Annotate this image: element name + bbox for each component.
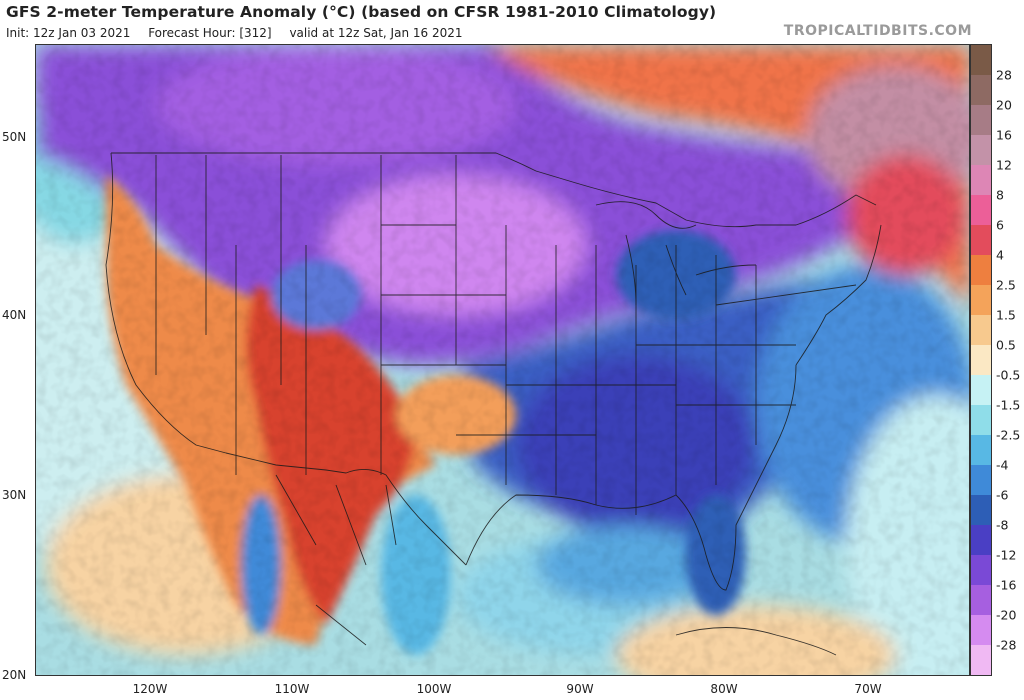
colorbar-segment xyxy=(971,75,991,105)
colorbar-tick-label: 8 xyxy=(996,187,1004,203)
colorbar-tick-label: -4 xyxy=(996,457,1009,473)
state-lines-central xyxy=(455,155,676,515)
colorbar-tick-label: 2.5 xyxy=(996,277,1016,293)
colorbar-tick-label: -28 xyxy=(996,637,1017,653)
colorbar-segment xyxy=(971,465,991,495)
colorbar-tick-label: 6 xyxy=(996,217,1004,233)
colorbar-segment xyxy=(971,135,991,165)
colorbar-tick-label: 4 xyxy=(996,247,1004,263)
lon-label-90w: 90W xyxy=(566,682,594,696)
colorbar-segment xyxy=(971,495,991,525)
political-borders xyxy=(105,152,882,656)
colorbar-segment xyxy=(971,525,991,555)
colorbar-segment xyxy=(971,255,991,285)
lon-label-110w: 110W xyxy=(274,682,310,696)
forecast-info: Init: 12z Jan 03 2021 Forecast Hour: [31… xyxy=(6,26,477,40)
mexico-states xyxy=(275,474,397,646)
lat-label-20n: 20N xyxy=(2,668,27,682)
colorbar-segment xyxy=(971,555,991,585)
lat-label-30n: 30N xyxy=(2,488,27,502)
east-coast xyxy=(795,224,882,366)
colorbar-legend xyxy=(970,44,992,676)
colorbar-tick-label: -1.5 xyxy=(996,397,1021,413)
anomaly-map xyxy=(35,44,970,676)
colorbar-tick-label: -20 xyxy=(996,607,1017,623)
colorbar-tick-label: 28 xyxy=(996,67,1012,83)
state-lines-west xyxy=(155,155,506,475)
colorbar-segment xyxy=(971,645,991,675)
map-canvas xyxy=(36,45,969,675)
colorbar-segment xyxy=(971,405,991,435)
colorbar-tick-label: 0.5 xyxy=(996,337,1016,353)
lon-label-120w: 120W xyxy=(132,682,168,696)
colorbar-segment xyxy=(971,105,991,135)
gulf-coast xyxy=(465,364,797,591)
brand-watermark: TROPICALTIDBITS.COM xyxy=(783,23,972,39)
colorbar-tick-label: 1.5 xyxy=(996,307,1016,323)
colorbar-tick-label: -2.5 xyxy=(996,427,1021,443)
colorbar-segment xyxy=(971,585,991,615)
colorbar-segment xyxy=(971,375,991,405)
map-title: GFS 2-meter Temperature Anomaly (°C) (ba… xyxy=(6,3,717,21)
colorbar-tick-label: -6 xyxy=(996,487,1009,503)
colorbar-tick-label: 12 xyxy=(996,157,1012,173)
colorbar-tick-label: 16 xyxy=(996,127,1012,143)
valid-time: valid at 12z Sat, Jan 16 2021 xyxy=(289,26,463,40)
colorbar-segment xyxy=(971,165,991,195)
colorbar-tick-label: -12 xyxy=(996,547,1017,563)
lon-label-80w: 80W xyxy=(710,682,738,696)
lat-label-50n: 50N xyxy=(2,130,27,144)
colorbar-segment xyxy=(971,615,991,645)
west-coast xyxy=(105,152,227,454)
init-time: Init: 12z Jan 03 2021 xyxy=(6,26,131,40)
colorbar-tick-label: -16 xyxy=(996,577,1017,593)
colorbar-tick-label: -8 xyxy=(996,517,1009,533)
forecast-hour: Forecast Hour: [312] xyxy=(148,26,272,40)
lat-label-40n: 40N xyxy=(2,308,27,322)
great-lakes-outline xyxy=(595,201,757,306)
us-mexico-border xyxy=(225,452,467,566)
colorbar-segment xyxy=(971,285,991,315)
cuba-outline xyxy=(675,627,837,656)
colorbar-segment xyxy=(971,315,991,345)
colorbar-segment xyxy=(971,345,991,375)
colorbar-tick-label: 20 xyxy=(996,97,1012,113)
colorbar-tick-label: -0.5 xyxy=(996,367,1021,383)
colorbar-segment xyxy=(971,45,991,75)
us-canada-border xyxy=(111,152,877,228)
colorbar-segment xyxy=(971,195,991,225)
lon-label-70w: 70W xyxy=(854,682,882,696)
colorbar-segment xyxy=(971,435,991,465)
state-lines-east xyxy=(636,245,857,495)
colorbar-segment xyxy=(971,225,991,255)
lon-label-100w: 100W xyxy=(416,682,452,696)
